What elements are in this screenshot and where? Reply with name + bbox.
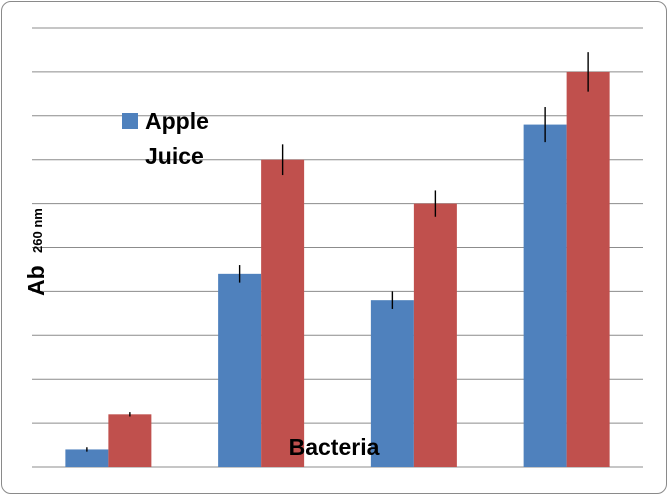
bar-series-1-group-3 — [370, 300, 414, 467]
bar-series-1-group-1 — [65, 449, 109, 467]
y-axis-title-main: Ab — [23, 265, 49, 296]
bar-series-2-group-4 — [566, 71, 610, 468]
bar-series-1-group-2 — [218, 273, 262, 467]
legend-swatch-apple-juice — [122, 113, 138, 129]
y-axis-title-subscript: 260 nm — [30, 208, 45, 253]
bar-series-2-group-1 — [108, 414, 152, 467]
bars — [65, 71, 610, 468]
legend: Apple Juice — [122, 108, 209, 169]
bar-series-1-group-4 — [523, 124, 567, 467]
bar-series-2-group-3 — [413, 203, 457, 467]
error-bars — [86, 52, 589, 452]
bar-series-2-group-2 — [261, 159, 305, 467]
x-axis-title: Bacteria — [289, 434, 380, 460]
y-axis-title: Ab 260 nm — [23, 208, 49, 296]
legend-label-line-2: Juice — [145, 143, 204, 169]
legend-label-line-1: Apple — [145, 108, 209, 134]
